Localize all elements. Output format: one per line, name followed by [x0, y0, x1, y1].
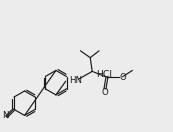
Text: O: O: [102, 88, 108, 97]
Text: N: N: [2, 111, 9, 121]
Text: O: O: [120, 73, 126, 82]
Text: HN: HN: [69, 76, 82, 85]
Text: HCl: HCl: [96, 70, 112, 79]
